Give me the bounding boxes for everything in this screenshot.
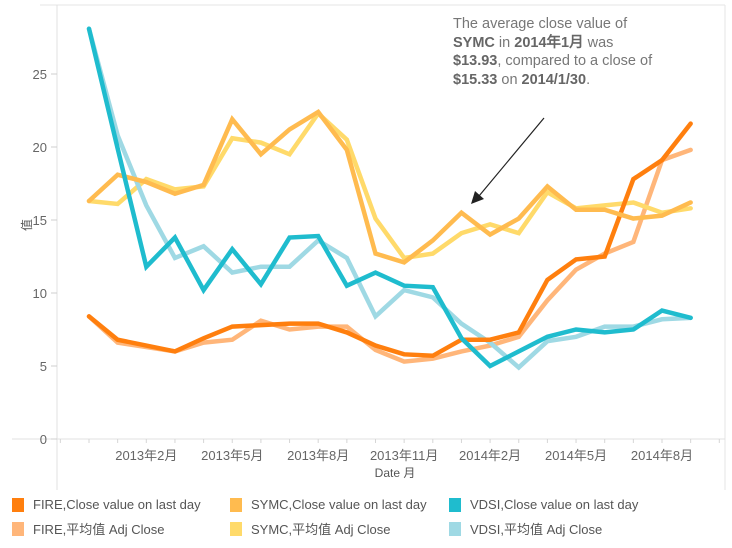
legend-label: VDSI,Close value on last day — [470, 497, 639, 512]
annotation-text: . — [586, 71, 591, 88]
legend-swatch-icon — [449, 521, 461, 536]
series-line-symc-close-value-on-last-day-4[interactable] — [86, 108, 693, 265]
annotation-arrow — [471, 117, 545, 204]
x-tick-label: 2013年2月 — [115, 448, 177, 463]
legend-swatch-icon — [12, 521, 24, 536]
annotation-highlight: 2014年1月 — [514, 34, 584, 51]
annotation-text: in — [494, 34, 515, 51]
line-chart: 0 5 10 15 20 25 2013年2月 2013年5月 2013年8月 2013年11月… — [12, 4, 726, 490]
y-tick-label: 15 — [33, 213, 47, 228]
chart-annotation: The average close value of SYMC in 2014年… — [453, 15, 653, 89]
legend-swatch-icon — [449, 497, 461, 512]
legend-item[interactable]: VDSI,Close value on last day — [449, 497, 638, 512]
annotation-highlight: $15.33 — [453, 71, 498, 88]
series-line-symc-adj-close-1[interactable] — [86, 110, 693, 261]
y-axis-title: 值 — [19, 219, 34, 231]
x-axis-ticks: 2013年2月 2013年5月 2013年8月 2013年11月 2014年2月 2014… — [59, 439, 720, 463]
x-tick-label: 2013年11月 — [370, 448, 438, 463]
annotation-highlight: SYMC — [453, 34, 495, 51]
annotation-highlight: $13.93 — [453, 53, 498, 69]
series-line-fire-close-value-on-last-day-3[interactable] — [86, 121, 693, 359]
legend-swatch-icon — [230, 497, 242, 512]
annotation-text: was — [583, 34, 614, 51]
plot-frame — [12, 4, 726, 490]
x-tick-label: 2014年8月 — [631, 448, 693, 463]
y-tick-label: 25 — [33, 67, 47, 82]
annotation-text: , compared to a close of — [497, 53, 653, 69]
legend-label: VDSI,平均值 Adj Close — [470, 522, 603, 537]
legend-label: FIRE,平均值 Adj Close — [33, 522, 165, 537]
x-tick-label: 2013年8月 — [287, 448, 349, 463]
legend-item[interactable]: VDSI,平均值 Adj Close — [449, 519, 602, 538]
legend-label: SYMC,平均值 Adj Close — [251, 522, 391, 537]
annotation-text: on — [497, 71, 522, 88]
y-tick-label: 20 — [33, 140, 47, 155]
x-tick-label: 2013年5月 — [201, 448, 263, 463]
legend-swatch-icon — [230, 521, 242, 536]
legend-label: SYMC,Close value on last day — [251, 497, 427, 512]
series-line-vdsi-close-value-on-last-day-5[interactable] — [86, 26, 693, 369]
y-axis-ticks: 0 5 10 15 20 25 — [33, 67, 57, 447]
x-tick-label: 2014年2月 — [459, 448, 521, 463]
legend-item[interactable]: SYMC,平均值 Adj Close — [230, 519, 390, 538]
legend-item[interactable]: FIRE,平均值 Adj Close — [12, 519, 164, 538]
y-tick-label: 5 — [40, 359, 47, 374]
legend-item[interactable]: SYMC,Close value on last day — [230, 497, 427, 512]
legend-swatch-icon — [12, 497, 24, 512]
legend-item[interactable]: FIRE,Close value on last day — [12, 497, 201, 512]
annotation-arrowhead-icon — [471, 191, 484, 204]
annotation-text: The average close value of — [453, 16, 628, 32]
legend-label: FIRE,Close value on last day — [33, 497, 201, 512]
y-tick-label: 10 — [33, 286, 47, 301]
series-group — [86, 26, 693, 371]
x-axis-title: Date 月 — [375, 466, 416, 480]
x-tick-label: 2014年5月 — [545, 448, 607, 463]
annotation-highlight: 2014/1/30 — [521, 71, 587, 88]
annotation-arrow-line — [478, 117, 545, 197]
y-tick-label: 0 — [40, 432, 47, 447]
